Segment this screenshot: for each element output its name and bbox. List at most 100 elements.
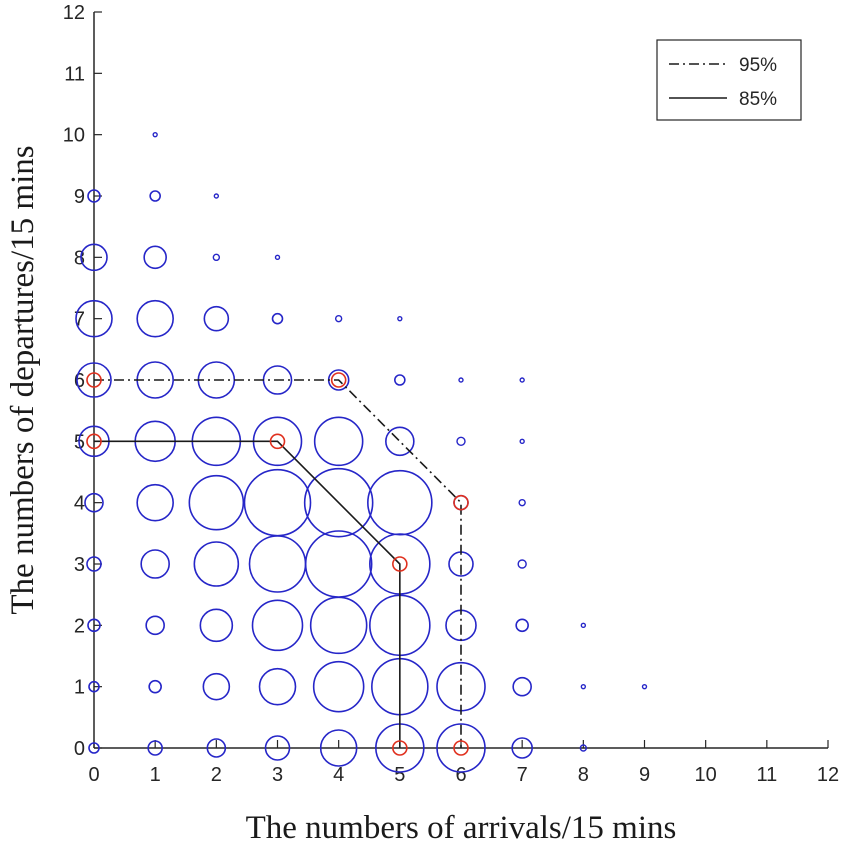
x-tick-label: 7 [517, 764, 528, 786]
y-tick-label: 8 [74, 247, 85, 269]
bubble-point [243, 468, 312, 537]
bubble-point [271, 312, 284, 325]
bubble-point [136, 483, 174, 522]
x-tick-label: 10 [695, 764, 717, 786]
legend: 95% 85% [656, 39, 802, 121]
bubble-point [304, 530, 373, 598]
bubble-point [580, 622, 587, 629]
x-tick-label: 3 [272, 764, 283, 786]
bubble-point [394, 374, 406, 386]
bubble-point [152, 131, 158, 138]
bubble-point [199, 608, 234, 643]
bubble-point [248, 535, 307, 593]
bubble-point [80, 243, 108, 272]
legend-box [656, 39, 802, 121]
x-tick-label: 2 [211, 764, 222, 786]
y-tick-label: 3 [74, 554, 85, 576]
y-tick-label: 12 [63, 2, 85, 24]
bubble-point [193, 541, 240, 587]
series-line-85 [94, 440, 401, 748]
markers [86, 372, 469, 756]
y-tick-label: 10 [63, 125, 85, 147]
bubble-point [206, 738, 227, 758]
bubble-point [511, 737, 533, 759]
bubble-point [140, 549, 170, 579]
bubble-point [385, 426, 415, 457]
x-ticks: 0 1 2 3 4 5 6 7 8 9 10 11 12 [88, 740, 839, 786]
bubble-point [641, 683, 648, 690]
bubble-point [512, 676, 532, 697]
y-tick-label: 0 [74, 738, 85, 760]
threshold-marker [453, 494, 469, 511]
series-line-95 [94, 379, 462, 748]
bubble-point [436, 723, 486, 773]
bubble-point [147, 740, 163, 756]
bubble-point [309, 596, 368, 655]
bubble-point [515, 618, 529, 633]
bubble-point [580, 683, 587, 690]
bubble-point [88, 742, 100, 754]
bubble-point [519, 438, 525, 445]
bubble-point [517, 559, 527, 569]
bubble-point [367, 469, 433, 536]
bubble-point [202, 672, 231, 701]
bubble-point [579, 744, 588, 752]
bubble-point [458, 377, 464, 383]
axes [93, 12, 828, 749]
threshold-marker [269, 433, 286, 450]
bubble-point [274, 254, 281, 261]
bubble-point [258, 667, 297, 706]
bubble-point [251, 599, 304, 652]
bubble-point [148, 679, 162, 694]
x-tick-label: 6 [455, 764, 466, 786]
threshold-marker [453, 740, 469, 756]
legend-label-85: 85% [739, 89, 777, 110]
x-tick-label: 1 [150, 764, 161, 786]
y-tick-label: 6 [74, 370, 85, 392]
y-tick-label: 11 [64, 63, 85, 85]
bubble-point [213, 193, 220, 199]
bubble-point [88, 680, 100, 693]
x-tick-label: 5 [394, 764, 405, 786]
threshold-marker [86, 372, 102, 388]
bubble-point [143, 245, 167, 270]
x-tick-label: 11 [756, 764, 777, 786]
x-tick-label: 4 [333, 764, 344, 786]
x-tick-label: 12 [817, 764, 839, 786]
threshold-marker [392, 556, 408, 572]
bubble-point [312, 660, 365, 713]
bubble-point [519, 377, 525, 383]
x-tick-label: 0 [88, 764, 99, 786]
y-tick-label: 9 [74, 186, 85, 208]
bubble-point [264, 735, 291, 761]
bubble-point [145, 615, 165, 636]
bubble-point [87, 618, 101, 633]
bubble-point [87, 189, 101, 203]
threshold-lines [94, 379, 462, 748]
x-tick-label: 9 [639, 764, 650, 786]
bubble-point [456, 436, 466, 447]
bubble-point [212, 253, 221, 262]
threshold-marker [330, 372, 347, 388]
bubble-point [86, 556, 102, 572]
y-tick-label: 1 [74, 677, 85, 699]
threshold-marker [392, 740, 408, 756]
bubble-point [319, 729, 358, 767]
x-axis-title: The numbers of arrivals/15 mins [246, 810, 677, 844]
legend-label-95: 95% [739, 55, 777, 76]
y-axis-title: The numbers of departures/15 mins [5, 145, 41, 614]
bubble-point [203, 305, 230, 332]
bubble-point [188, 474, 245, 531]
bubble-point [518, 498, 526, 507]
bubble-point [76, 362, 112, 398]
y-tick-label: 7 [74, 309, 85, 331]
threshold-marker [86, 433, 102, 450]
bubble-point [303, 467, 374, 538]
bubble-point [313, 416, 364, 467]
bubble-point [397, 315, 403, 322]
bubble-point [84, 492, 104, 513]
bubble-point [149, 190, 161, 202]
bubbles [75, 131, 648, 773]
